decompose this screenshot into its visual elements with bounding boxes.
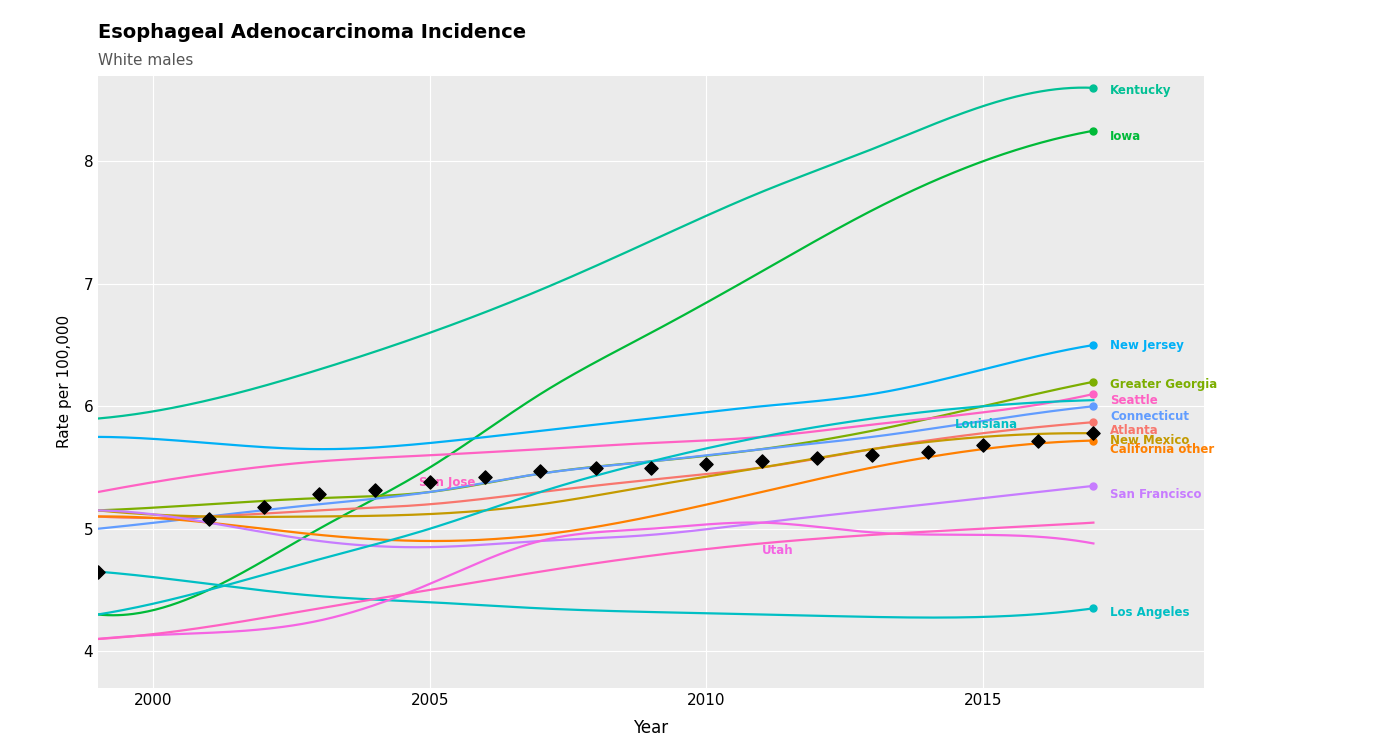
Point: [750, 455, 773, 467]
Point: [473, 471, 496, 483]
Point: [584, 461, 606, 473]
Point: [419, 476, 441, 488]
Point: [1082, 427, 1105, 439]
Point: [1082, 603, 1105, 615]
X-axis label: Year: Year: [633, 719, 669, 737]
Point: [1082, 82, 1105, 94]
Point: [640, 461, 662, 473]
Text: Kentucky: Kentucky: [1110, 84, 1172, 97]
Text: Connecticut: Connecticut: [1110, 410, 1189, 423]
Text: Los Angeles: Los Angeles: [1110, 606, 1190, 618]
Text: California other: California other: [1110, 443, 1214, 456]
Point: [916, 445, 938, 457]
Text: Iowa: Iowa: [1110, 130, 1141, 144]
Text: San Francisco: San Francisco: [1110, 488, 1201, 501]
Text: Greater Georgia: Greater Georgia: [1110, 378, 1217, 391]
Point: [861, 449, 883, 461]
Point: [1082, 435, 1105, 447]
Point: [1082, 339, 1105, 351]
Point: [972, 439, 994, 451]
Point: [197, 513, 220, 525]
Text: Louisiana: Louisiana: [955, 418, 1018, 431]
Point: [805, 451, 827, 463]
Point: [1082, 427, 1105, 439]
Point: [529, 465, 552, 477]
Text: New Mexico: New Mexico: [1110, 434, 1190, 447]
Text: New Jersey: New Jersey: [1110, 339, 1184, 352]
Point: [696, 458, 718, 470]
Point: [1082, 400, 1105, 412]
Point: [364, 484, 386, 496]
Point: [308, 488, 330, 500]
Point: [1026, 435, 1049, 447]
Point: [1082, 480, 1105, 492]
Text: Utah: Utah: [762, 544, 794, 557]
Text: Atlanta: Atlanta: [1110, 424, 1159, 437]
Point: [1082, 125, 1105, 137]
Text: San Jose: San Jose: [419, 476, 475, 488]
Point: [1082, 376, 1105, 388]
Point: [1082, 416, 1105, 428]
Point: [252, 500, 274, 513]
Text: Esophageal Adenocarcinoma Incidence: Esophageal Adenocarcinoma Incidence: [98, 23, 526, 42]
Point: [87, 565, 109, 578]
Y-axis label: Rate per 100,000: Rate per 100,000: [57, 315, 73, 448]
Point: [1082, 388, 1105, 400]
Text: Seattle: Seattle: [1110, 394, 1158, 407]
Text: White males: White males: [98, 53, 193, 68]
